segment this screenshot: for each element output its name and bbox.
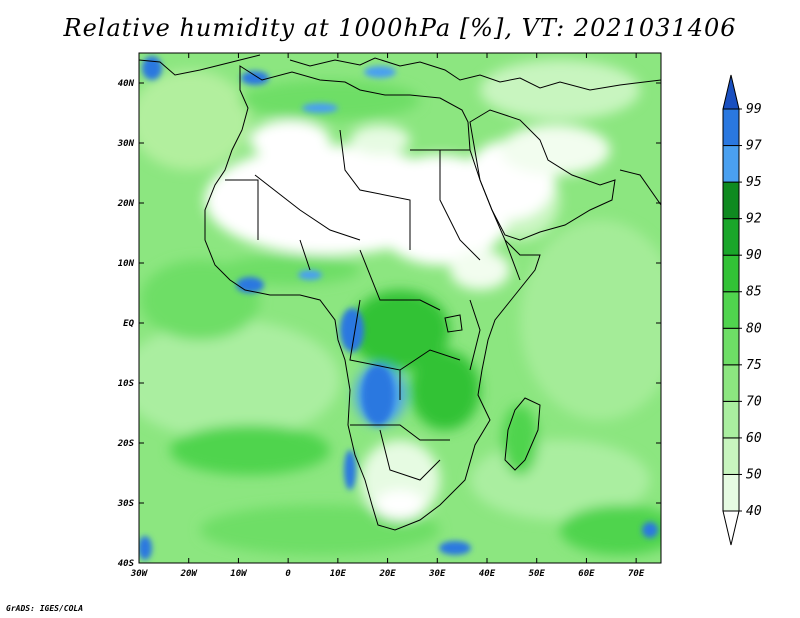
lon-tick-label: 10W xyxy=(230,569,248,579)
colorbar-bin xyxy=(722,437,740,475)
lat-tick-label: 10N xyxy=(118,259,135,269)
colorbar-label: 90 xyxy=(746,248,762,263)
colorbar-label: 99 xyxy=(746,102,762,117)
colorbar: 40 50 60 70 75 80 85 90 92 95 97 99 xyxy=(722,74,762,546)
lat-tick-label: EQ xyxy=(123,319,134,329)
colorbar-label: 95 xyxy=(746,175,762,190)
chart-title: Relative humidity at 1000hPa [%], VT: 20… xyxy=(63,14,737,42)
colorbar-bin xyxy=(722,145,740,183)
lon-tick-label: 50E xyxy=(529,569,546,579)
coastlines xyxy=(139,54,661,531)
lat-tick-label: 40N xyxy=(118,79,135,89)
colorbar-label: 70 xyxy=(746,394,762,409)
colorbar-label: 50 xyxy=(746,467,762,482)
lat-tick-label: 20N xyxy=(117,199,135,209)
lat-tick-label: 30S xyxy=(117,499,135,509)
lat-tick-label: 10S xyxy=(118,379,135,389)
colorbar-bin xyxy=(722,400,740,439)
lon-tick-label: 70E xyxy=(628,569,645,579)
lat-tick-label: 40S xyxy=(118,559,135,569)
lon-tick-label: 0 xyxy=(285,569,291,579)
lat-tick-label: 20S xyxy=(117,439,135,449)
colorbar-label: 85 xyxy=(746,285,762,300)
lon-tick-label: 30W xyxy=(130,569,149,579)
colorbar-bin xyxy=(722,181,740,220)
colorbar-bin xyxy=(722,291,740,329)
lon-tick-label: 40E xyxy=(479,569,496,579)
colorbar-bin xyxy=(722,254,740,293)
colorbar-label: 40 xyxy=(746,504,762,519)
plot-frame xyxy=(138,52,662,564)
colorbar-bin xyxy=(722,74,740,110)
colorbar-bin xyxy=(722,327,740,366)
lat-tick-label: 30N xyxy=(117,139,135,149)
credit-text: GrADS: IGES/COLA xyxy=(6,604,84,613)
colorbar-label: 75 xyxy=(746,358,762,373)
lon-tick-label: 20E xyxy=(378,569,396,579)
axis-ticks: 30W 20W 10W 0 10E 20E 30E 40E 50E 60E 70E 40N 30N 20N… xyxy=(117,53,661,579)
colorbar-bin xyxy=(722,218,740,256)
lon-tick-label: 60E xyxy=(578,569,595,579)
lon-tick-label: 30E xyxy=(428,569,446,579)
lon-tick-label: 20W xyxy=(180,569,199,579)
colorbar-bin xyxy=(722,364,740,402)
colorbar-bin xyxy=(722,510,740,546)
colorbar-bin xyxy=(722,473,740,512)
lon-tick-label: 10E xyxy=(330,569,347,579)
colorbar-bin xyxy=(722,108,740,147)
colorbar-label: 60 xyxy=(746,431,762,446)
humidity-field xyxy=(139,53,661,563)
colorbar-label: 92 xyxy=(746,212,762,227)
colorbar-label: 80 xyxy=(746,321,762,336)
colorbar-label: 97 xyxy=(746,139,762,154)
